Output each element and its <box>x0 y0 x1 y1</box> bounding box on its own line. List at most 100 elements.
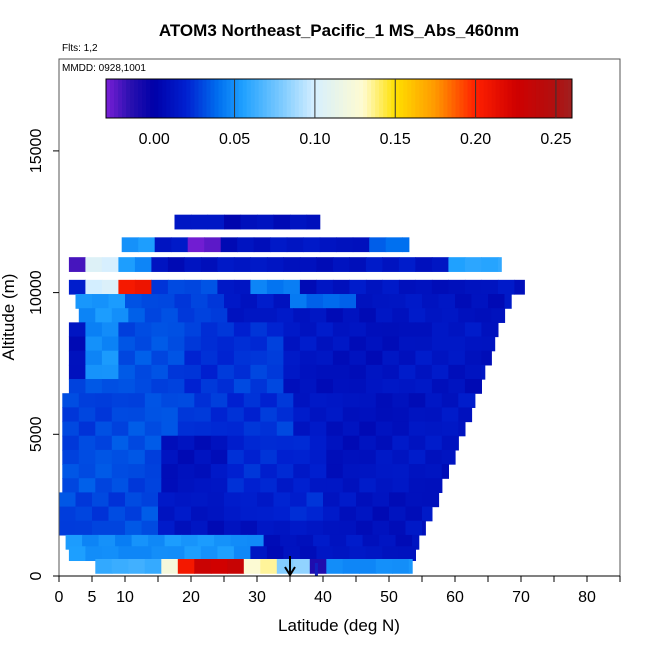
curtain-cell <box>233 379 251 394</box>
curtain-cell <box>405 492 423 508</box>
curtain-cell <box>481 322 499 338</box>
curtain-cell <box>349 336 367 352</box>
curtain-cell <box>260 478 278 493</box>
curtain-cell <box>415 336 433 352</box>
colorbar-swatch <box>234 79 240 118</box>
curtain-cell <box>415 279 433 295</box>
curtain-cell <box>359 435 377 451</box>
curtain-cell <box>210 464 228 479</box>
curtain-cell <box>257 294 275 309</box>
x-tick-label: 0 <box>55 589 64 606</box>
curtain-cell <box>158 520 176 536</box>
x-axis: 0 5 10 20 30 40 50 60 70 80 <box>55 575 621 606</box>
colorbar-swatch <box>162 79 167 118</box>
curtain-cell <box>158 506 176 522</box>
curtain-cell <box>92 520 110 536</box>
curtain-cell <box>339 492 357 508</box>
curtain-cell <box>293 421 311 437</box>
curtain-cell <box>144 464 162 479</box>
colorbar-swatch <box>334 79 340 118</box>
curtain-cell <box>375 478 393 493</box>
colorbar-swatch <box>242 79 248 118</box>
colorbar-swatch <box>483 79 489 118</box>
curtain-cell <box>250 364 268 380</box>
colorbar-swatch <box>150 79 155 118</box>
curtain-cell <box>151 379 169 394</box>
curtain-cell <box>365 322 383 338</box>
curtain-cell <box>464 350 482 366</box>
curtain-cell <box>299 322 317 338</box>
curtain-cell <box>260 308 278 323</box>
colorbar-swatch <box>555 79 561 118</box>
curtain-cell <box>118 336 136 352</box>
curtain-cell <box>65 534 83 550</box>
colorbar-swatch <box>122 79 127 118</box>
curtain-cell <box>191 506 209 522</box>
curtain-cell <box>257 492 275 508</box>
curtain-cell <box>431 257 449 272</box>
colorbar-swatch <box>451 79 456 118</box>
curtain-cell <box>266 364 284 380</box>
curtain-cell <box>365 364 383 380</box>
curtain-cell <box>151 336 169 352</box>
curtain-cell <box>230 534 248 550</box>
curtain-cell <box>309 435 327 451</box>
curtain-cell <box>293 308 311 323</box>
colorbar-swatch <box>523 79 529 118</box>
curtain-cell <box>392 393 410 408</box>
curtain-cell <box>171 237 189 253</box>
curtain-cell <box>184 364 202 380</box>
curtain-cell <box>95 393 113 408</box>
curtain-cell <box>464 322 482 338</box>
curtain-cell <box>408 435 426 451</box>
curtain-cell <box>379 534 397 550</box>
curtain-cell <box>425 464 443 479</box>
curtain-cell <box>316 257 334 272</box>
curtain-cell <box>95 464 113 479</box>
curtain-cell <box>167 364 185 380</box>
colorbar-swatch <box>415 79 420 118</box>
curtain-cell <box>220 237 238 253</box>
curtain-cell <box>293 449 311 465</box>
curtain-cell <box>309 464 327 479</box>
colorbar-swatch <box>399 79 404 118</box>
curtain-cell <box>458 421 466 437</box>
curtain-cell <box>491 308 506 323</box>
curtain-cell <box>95 308 113 323</box>
curtain-cell <box>224 294 242 309</box>
curtain-cell <box>210 407 228 423</box>
curtain-cell <box>243 559 261 574</box>
curtain-cell <box>243 435 261 451</box>
curtain-cell <box>290 214 308 230</box>
curtain-cell <box>151 350 169 366</box>
colorbar-swatch <box>254 79 260 118</box>
colorbar-swatch <box>174 79 179 118</box>
curtain-cell <box>227 464 245 479</box>
curtain-cell <box>141 520 159 536</box>
curtain-cell <box>365 257 383 272</box>
curtain-cell <box>431 322 449 338</box>
curtain-cell <box>389 506 407 522</box>
curtain-cell <box>62 407 80 423</box>
curtain-cell <box>299 279 317 295</box>
curtain-cell <box>260 435 278 451</box>
curtain-cell <box>455 294 473 309</box>
curtain-cell <box>425 308 443 323</box>
curtain-cell <box>504 294 512 309</box>
curtain-cell <box>316 336 334 352</box>
curtain-cell <box>250 379 268 394</box>
curtain-cell <box>75 492 93 508</box>
curtain-cell <box>191 294 209 309</box>
colorbar-swatch <box>182 79 187 118</box>
curtain-cell <box>134 350 152 366</box>
curtain-cell <box>326 407 344 423</box>
curtain-cell <box>326 308 344 323</box>
curtain-cell <box>332 364 350 380</box>
curtain-cell <box>382 546 400 562</box>
curtain-cell <box>464 336 482 352</box>
curtain-cell <box>260 421 278 437</box>
curtain-cell <box>227 559 245 574</box>
curtain-cell <box>375 464 393 479</box>
curtain-cell <box>257 214 275 230</box>
curtain-cell <box>352 237 370 253</box>
